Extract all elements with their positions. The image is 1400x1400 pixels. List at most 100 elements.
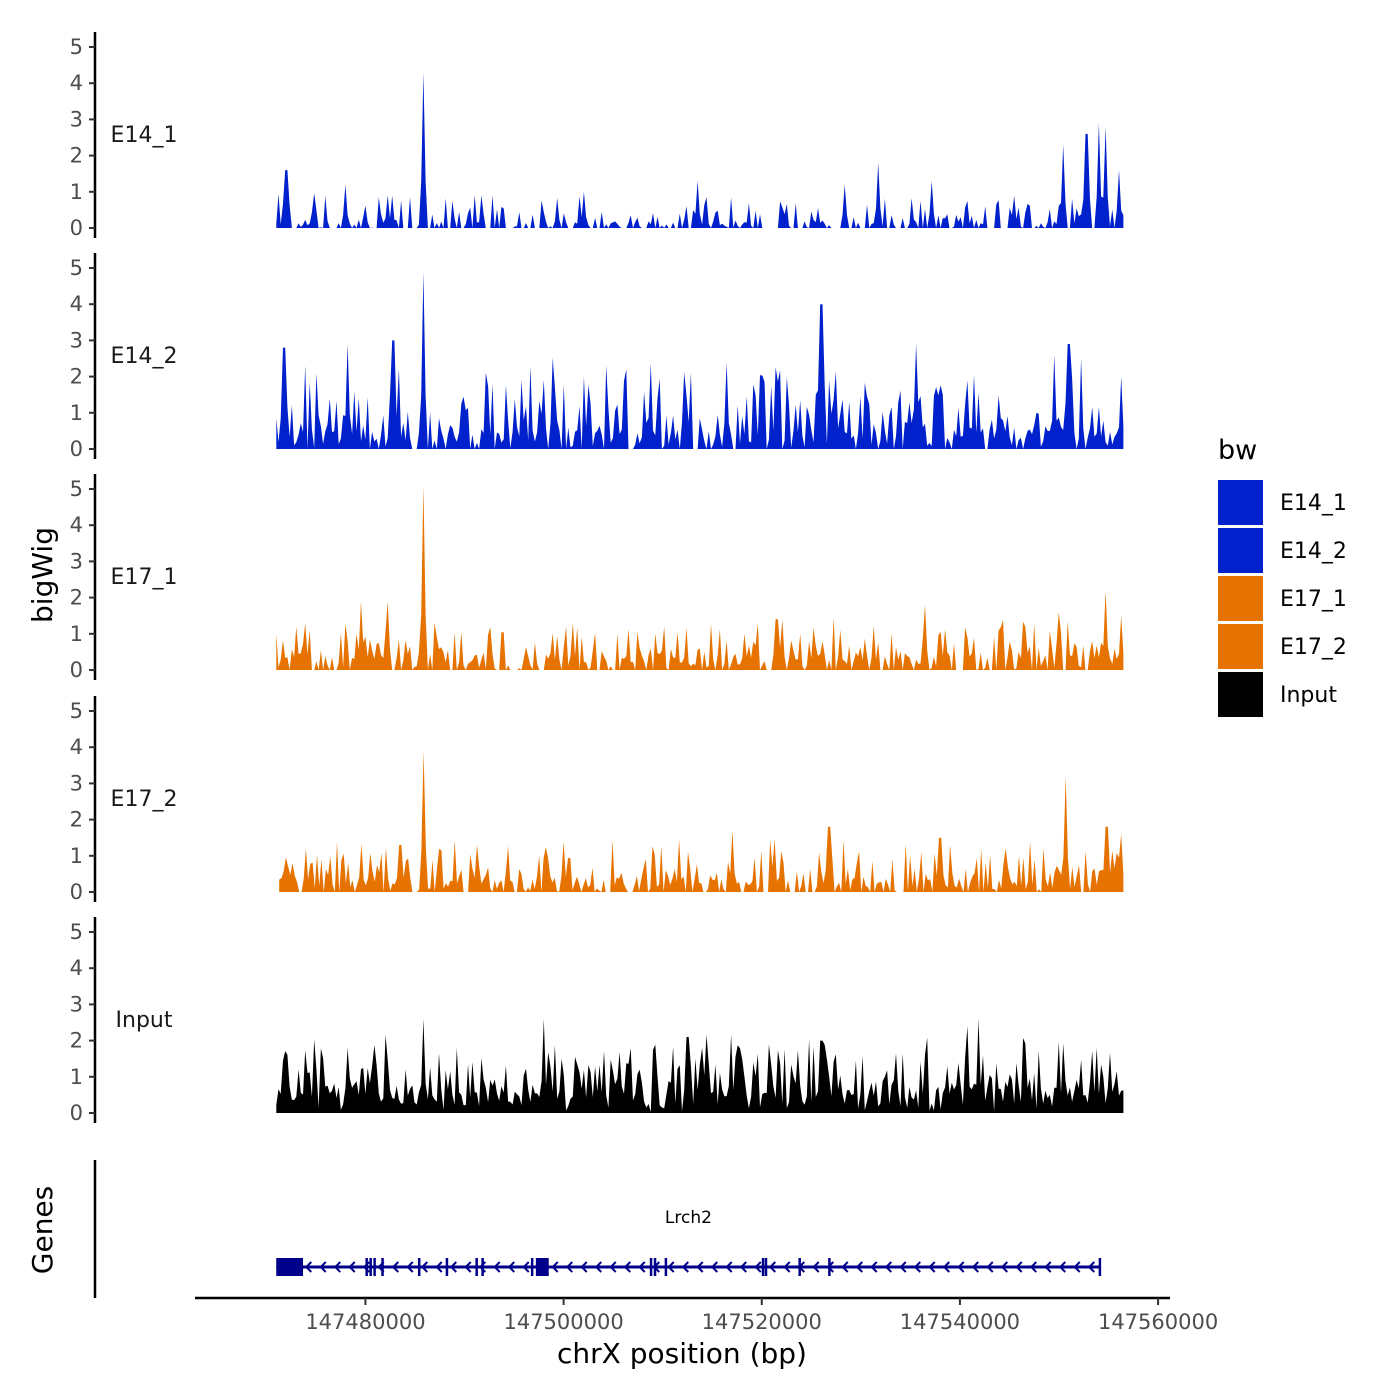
x-tick-label: 147560000: [1098, 1310, 1218, 1334]
track-label: Input: [116, 1008, 173, 1033]
y-tick-label: 0: [70, 216, 83, 240]
exon: [530, 1258, 534, 1276]
y-tick-label: 3: [70, 107, 83, 131]
y-tick-label: 2: [70, 808, 83, 832]
legend: bw E14_1 E14_2 E17_1 E17_2 Input: [1218, 435, 1347, 717]
y-tick-label: 2: [70, 586, 83, 610]
y-tick-label: 3: [70, 549, 83, 573]
y-tick-label: 1: [70, 1065, 83, 1089]
strand-arrow: [739, 1261, 747, 1273]
signal-area-E14_2: [276, 271, 1124, 449]
strand-arrow: [971, 1261, 979, 1273]
exon: [417, 1258, 421, 1276]
strand-arrow: [768, 1261, 776, 1273]
strand-arrow: [783, 1261, 791, 1273]
legend-key-E14_1: [1218, 480, 1263, 525]
strand-arrow: [464, 1261, 472, 1273]
y-tick-label: 5: [70, 699, 83, 723]
strand-arrow: [957, 1261, 965, 1273]
strand-arrow: [812, 1261, 820, 1273]
strand-arrow: [594, 1261, 602, 1273]
exon: [653, 1258, 657, 1276]
y-tick-label: 1: [70, 401, 83, 425]
exon: [828, 1258, 831, 1276]
strand-arrow: [507, 1261, 515, 1273]
x-tick-label: 147500000: [503, 1310, 623, 1334]
legend-key-E17_1: [1218, 576, 1263, 621]
signal-area-E17_1: [276, 485, 1124, 670]
strand-arrow: [580, 1261, 588, 1273]
strand-arrow: [913, 1261, 921, 1273]
strand-arrow: [522, 1261, 530, 1273]
exon: [649, 1258, 653, 1276]
gene-name-label: Lrch2: [665, 1208, 712, 1228]
strand-arrow: [899, 1261, 907, 1273]
exon: [365, 1258, 368, 1276]
y-axis-title: bigWig: [26, 527, 59, 623]
exon: [373, 1258, 376, 1276]
legend-label-E17_1: E17_1: [1280, 587, 1347, 612]
exon: [1098, 1258, 1102, 1276]
y-tick-label: 4: [70, 292, 83, 316]
y-tick-label: 1: [70, 622, 83, 646]
strand-arrow: [420, 1261, 428, 1273]
bigwig-tracks: 0 1 2 3 4 5 E14_1 0 1 2 3 4 5 E14_2 0 1 2 3 4 5 E17_1 0 1 2 3 4 5 E…: [70, 32, 1124, 1125]
strand-arrow: [638, 1261, 646, 1273]
strand-arrow: [696, 1261, 704, 1273]
strand-arrow: [870, 1261, 878, 1273]
gene-track: Lrch2: [93, 1160, 1102, 1298]
strand-arrow: [928, 1261, 936, 1273]
y-tick-label: 5: [70, 477, 83, 501]
signal-area-Input: [276, 1018, 1124, 1113]
strand-arrow: [1000, 1261, 1008, 1273]
exon: [445, 1258, 449, 1276]
signal-area-E14_1: [276, 72, 1124, 228]
track-label: E17_2: [111, 787, 178, 812]
x-tick-label: 147520000: [702, 1310, 822, 1334]
strand-arrow: [406, 1261, 414, 1273]
strand-arrow: [565, 1261, 573, 1273]
strand-arrow: [1058, 1261, 1066, 1273]
legend-key-E17_2: [1218, 624, 1263, 669]
strand-arrow: [391, 1261, 399, 1273]
y-tick-label: 0: [70, 880, 83, 904]
strand-arrow: [855, 1261, 863, 1273]
x-tick-label: 147540000: [900, 1310, 1020, 1334]
strand-arrow: [681, 1261, 689, 1273]
signal-area-E17_2: [279, 750, 1124, 892]
strand-arrow: [319, 1261, 327, 1273]
y-tick-label: 0: [70, 437, 83, 461]
legend-key-E14_2: [1218, 528, 1263, 573]
exon: [535, 1258, 549, 1276]
y-tick-label: 3: [70, 992, 83, 1016]
strand-arrow: [942, 1261, 950, 1273]
y-tick-label: 2: [70, 1029, 83, 1053]
y-tick-label: 4: [70, 956, 83, 980]
strand-arrow: [623, 1261, 631, 1273]
exon: [481, 1258, 484, 1276]
exon: [276, 1258, 304, 1276]
strand-arrow: [725, 1261, 733, 1273]
legend-label-E14_2: E14_2: [1280, 539, 1347, 564]
track-label: E14_2: [111, 344, 178, 369]
y-tick-label: 1: [70, 844, 83, 868]
genes-axis-title: Genes: [26, 1186, 59, 1274]
y-tick-label: 4: [70, 71, 83, 95]
strand-arrow: [435, 1261, 443, 1273]
track-E14_1: 0 1 2 3 4 5 E14_1: [70, 32, 1124, 240]
track-E17_1: 0 1 2 3 4 5 E17_1: [70, 474, 1124, 682]
y-tick-label: 2: [70, 365, 83, 389]
strand-arrow: [551, 1261, 559, 1273]
y-tick-label: 3: [70, 771, 83, 795]
track-label: E17_1: [111, 565, 178, 590]
exon: [798, 1258, 801, 1276]
strand-arrow: [449, 1261, 457, 1273]
x-axis: 147480000 147500000 147520000 147540000 1475…: [195, 1296, 1218, 1334]
exon: [764, 1258, 768, 1276]
strand-arrow: [667, 1261, 675, 1273]
legend-title: bw: [1218, 435, 1257, 466]
strand-arrow: [1029, 1261, 1037, 1273]
strand-arrow: [1087, 1261, 1095, 1273]
strand-arrow: [1044, 1261, 1052, 1273]
